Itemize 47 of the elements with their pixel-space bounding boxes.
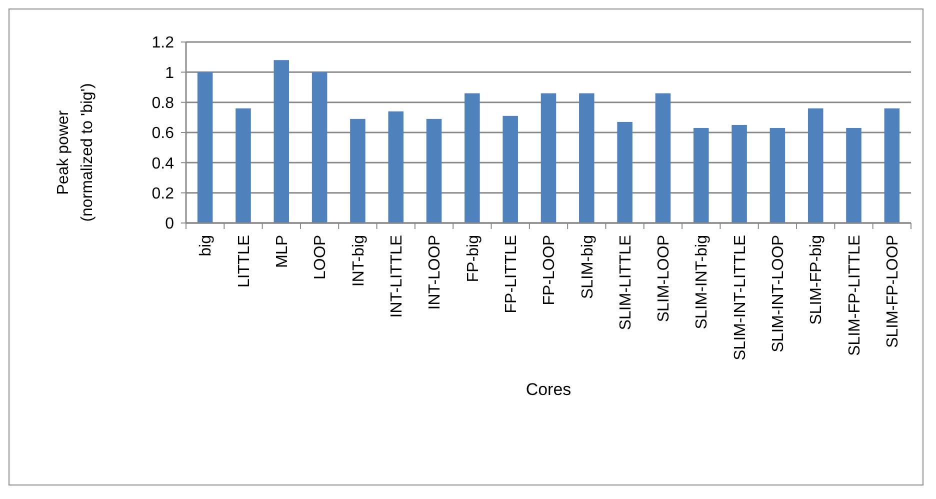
- bar: [884, 108, 900, 223]
- x-tick-label: SLIM-INT-LOOP: [770, 235, 788, 352]
- y-tick-label: 0.6: [152, 125, 174, 142]
- bar: [694, 128, 709, 223]
- bar: [770, 128, 786, 223]
- x-tick-label: big: [198, 235, 215, 256]
- bar: [350, 118, 366, 223]
- x-tick-label: SLIM-INT-LITTLE: [732, 235, 749, 360]
- bar: [540, 93, 556, 223]
- y-tick-label: 0.8: [152, 94, 174, 112]
- x-tick-label: FP-LOOP: [541, 235, 558, 306]
- x-tick-label: SLIM-INT-big: [694, 235, 711, 330]
- x-tick-label: LOOP: [312, 235, 330, 280]
- bar: [732, 124, 747, 223]
- bar: [464, 93, 480, 223]
- x-tick-label: SLIM-LOOP: [656, 235, 673, 322]
- bar: [846, 128, 862, 223]
- bar: [655, 93, 671, 223]
- y-tick-label: 1.2: [152, 34, 174, 52]
- bar: [502, 116, 518, 223]
- x-tick-label: INT-LITTLE: [388, 235, 406, 318]
- bar: [236, 108, 251, 223]
- x-tick-label: FP-LITTLE: [502, 235, 520, 314]
- x-tick-label: SLIM-big: [579, 235, 596, 300]
- y-tick-label: 0.2: [152, 185, 174, 202]
- x-tick-label: INT-big: [350, 235, 368, 287]
- y-tick-label: 0.4: [152, 155, 174, 172]
- x-tick-label: SLIM-FP-big: [808, 235, 826, 325]
- bar: [808, 108, 824, 223]
- x-tick-label: SLIM-FP-LITTLE: [846, 235, 864, 356]
- bar: [617, 122, 632, 223]
- bar: [312, 72, 328, 223]
- x-tick-label: LITTLE: [236, 235, 253, 288]
- bar: [426, 118, 442, 223]
- y-tick-label: 1: [165, 64, 174, 82]
- x-tick-label: FP-big: [464, 235, 482, 282]
- bar: [388, 111, 404, 223]
- x-tick-label: SLIM-LITTLE: [617, 235, 634, 330]
- y-tick-label: 0: [165, 216, 174, 233]
- bar: [197, 72, 213, 223]
- bar: [274, 60, 290, 223]
- x-axis-title: Cores: [526, 380, 572, 399]
- x-tick-label: MLP: [274, 235, 291, 268]
- x-tick-label: INT-LOOP: [426, 235, 444, 310]
- y-axis-title: Peak power (normalized to 'big'): [55, 83, 96, 222]
- bar: [579, 93, 594, 223]
- x-tick-label: SLIM-FP-LOOP: [884, 235, 902, 348]
